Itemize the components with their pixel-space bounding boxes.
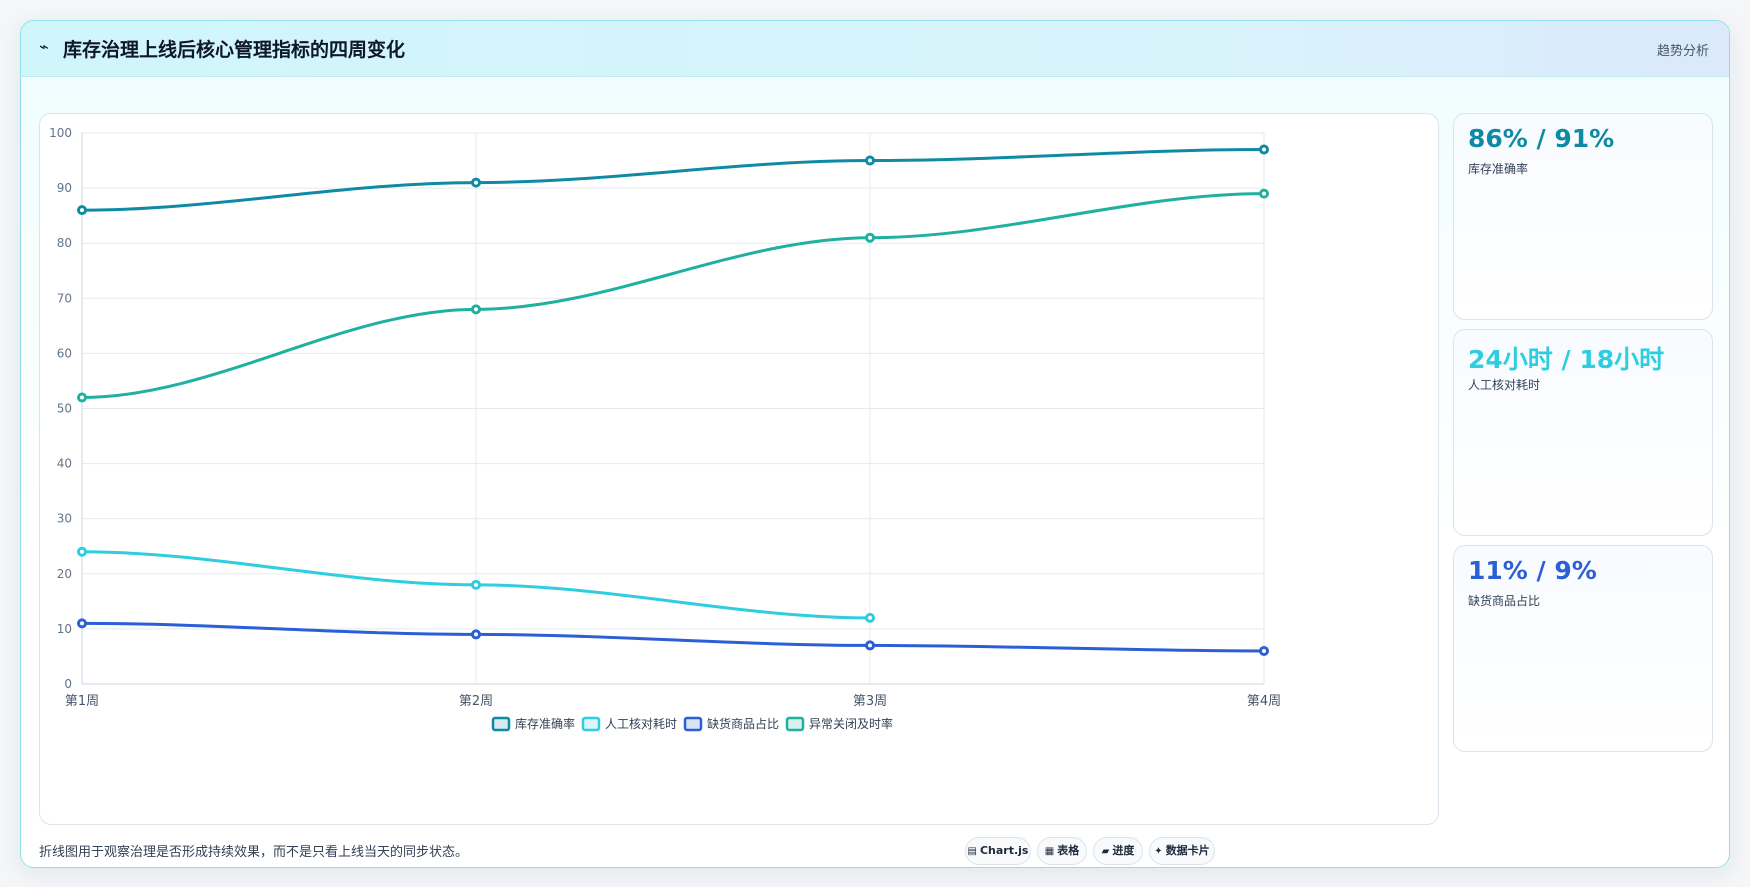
y-tick-label: 80 bbox=[57, 236, 72, 250]
kpi-card-manual-check-time: 24小时 / 18小时 人工核对耗时 bbox=[1453, 329, 1713, 536]
chart-panel: 0 10 20 30 40 50 60 70 80 90 100 第1周 第2周 第3周 第4周 库存准确率… bbox=[39, 113, 1439, 825]
card-body: 0 10 20 30 40 50 60 70 80 90 100 第1周 第2周 第3周 第4周 库存准确率… bbox=[21, 77, 1729, 867]
kpi-label: 缺货商品占比 bbox=[1468, 594, 1541, 608]
data-point bbox=[1259, 645, 1269, 656]
y-tick-label: 20 bbox=[57, 567, 72, 581]
pulse-icon: ⌁ bbox=[39, 37, 49, 56]
chip-label: 数据卡片 bbox=[1165, 844, 1210, 857]
data-point bbox=[865, 155, 875, 166]
x-tick-label: 第4周 bbox=[1247, 694, 1281, 709]
chip-table[interactable]: ▦ 表格 bbox=[1037, 837, 1087, 865]
legend-item: 库存准确率 bbox=[491, 716, 575, 732]
series-line-2 bbox=[80, 621, 1266, 653]
kpi-label: 人工核对耗时 bbox=[1468, 378, 1541, 392]
data-point bbox=[77, 618, 87, 629]
data-point bbox=[471, 304, 481, 315]
chip-chartjs[interactable]: ▤ Chart.js bbox=[965, 837, 1031, 865]
data-point bbox=[1259, 144, 1269, 155]
y-tick-label: 90 bbox=[57, 181, 72, 195]
series-line-0 bbox=[80, 148, 1266, 212]
sparkle-icon: ✦ bbox=[1154, 846, 1163, 857]
legend-label: 人工核对耗时 bbox=[605, 717, 677, 731]
card-header: ⌁ 库存治理上线后核心管理指标的四周变化 趋势分析 bbox=[21, 21, 1729, 77]
chip-progress[interactable]: ▰ 进度 bbox=[1093, 837, 1143, 865]
kpi-card-inventory-accuracy: 86% / 91% 库存准确率 bbox=[1453, 113, 1713, 320]
y-tick-label: 60 bbox=[57, 346, 72, 360]
trend-card: ⌁ 库存治理上线后核心管理指标的四周变化 趋势分析 0 10 20 30 40 50 60 7… bbox=[20, 20, 1730, 868]
card-title: 库存治理上线后核心管理指标的四周变化 bbox=[63, 39, 406, 61]
x-tick-label: 第2周 bbox=[459, 694, 493, 709]
legend-item: 人工核对耗时 bbox=[581, 716, 677, 732]
line-chart: 0 10 20 30 40 50 60 70 80 90 100 第1周 第2周 第3周 第4周 库存准确率… bbox=[49, 126, 1281, 732]
progress-icon: ▰ bbox=[1101, 846, 1110, 857]
data-point bbox=[77, 546, 87, 557]
kpi-value: 11% / 9% bbox=[1468, 556, 1597, 585]
y-tick-label: 30 bbox=[57, 512, 72, 526]
y-tick-label: 70 bbox=[57, 291, 72, 305]
y-tick-label: 10 bbox=[57, 622, 72, 636]
x-tick-label: 第3周 bbox=[853, 694, 887, 709]
chip-data-card[interactable]: ✦ 数据卡片 bbox=[1149, 837, 1215, 865]
chip-label: 进度 bbox=[1112, 844, 1135, 857]
legend-label: 库存准确率 bbox=[515, 716, 575, 731]
y-tick-label: 100 bbox=[49, 126, 72, 140]
data-point bbox=[471, 579, 481, 590]
legend-label: 异常关闭及时率 bbox=[809, 716, 893, 731]
legend-swatch bbox=[491, 716, 511, 732]
data-point bbox=[77, 205, 87, 216]
kpi-label: 库存准确率 bbox=[1468, 162, 1529, 176]
chip-label: 表格 bbox=[1057, 844, 1080, 857]
data-point bbox=[865, 640, 875, 651]
y-tick-label: 40 bbox=[57, 457, 72, 471]
trend-analysis-label: 趋势分析 bbox=[1656, 44, 1709, 59]
kpi-card-stockout-ratio: 11% / 9% 缺货商品占比 bbox=[1453, 545, 1713, 752]
x-tick-label: 第1周 bbox=[65, 694, 99, 709]
table-icon: ▦ bbox=[1044, 846, 1055, 857]
legend-swatch bbox=[581, 716, 601, 732]
data-point bbox=[471, 629, 481, 640]
series-line-3 bbox=[80, 192, 1266, 399]
footer-note: 折线图用于观察治理是否形成持续效果，而不是只看上线当天的同步状态。 bbox=[39, 845, 469, 860]
data-point bbox=[471, 177, 481, 188]
data-point bbox=[865, 612, 875, 623]
y-tick-label: 50 bbox=[57, 402, 72, 416]
data-point bbox=[77, 392, 87, 403]
data-point bbox=[865, 232, 875, 243]
legend-label: 缺货商品占比 bbox=[707, 716, 779, 731]
legend-swatch bbox=[785, 716, 805, 732]
kpi-value: 86% / 91% bbox=[1468, 124, 1615, 153]
kpi-value: 24小时 / 18小时 bbox=[1468, 345, 1665, 374]
legend-item: 缺货商品占比 bbox=[683, 716, 779, 732]
chart-icon: ▤ bbox=[967, 846, 977, 857]
legend-item: 异常关闭及时率 bbox=[785, 716, 893, 732]
data-point bbox=[1259, 188, 1269, 199]
legend-swatch bbox=[683, 716, 703, 732]
chip-label: Chart.js bbox=[979, 844, 1029, 857]
y-tick-label: 0 bbox=[64, 677, 72, 691]
